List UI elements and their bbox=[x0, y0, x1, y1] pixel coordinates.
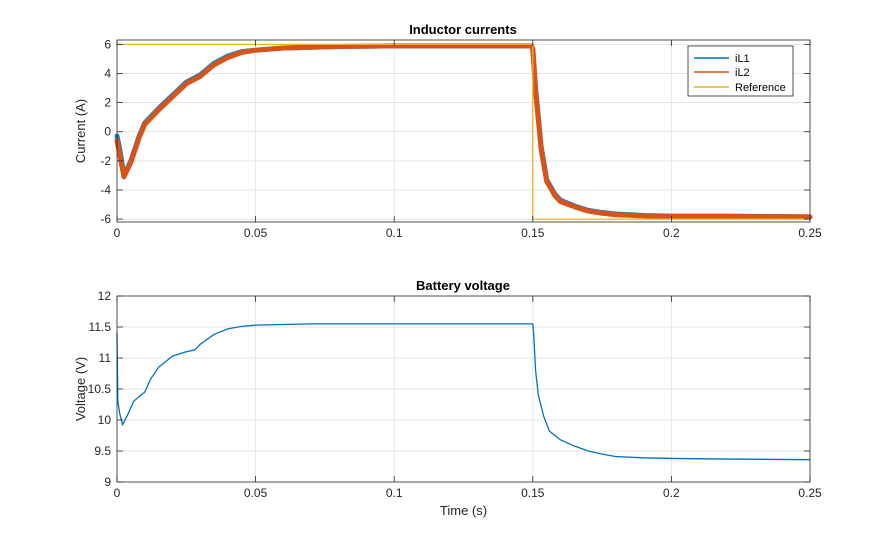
battery-voltage-xlabel: Time (s) bbox=[440, 503, 487, 518]
battery-voltage-ylabel: Voltage (V) bbox=[73, 357, 88, 421]
inductor-currents-ytick-label: 6 bbox=[104, 37, 111, 51]
inductor-currents-ytick-label: -2 bbox=[100, 154, 111, 168]
battery-voltage-xtick-label: 0.25 bbox=[798, 486, 822, 500]
battery-voltage-xtick-label: 0.05 bbox=[244, 486, 268, 500]
inductor-currents-frame bbox=[116, 39, 811, 223]
battery-voltage-ytick-label: 10.5 bbox=[88, 382, 112, 396]
inductor-currents-xtick-label: 0 bbox=[114, 226, 121, 240]
inductor-currents-ticks: 0 0.05 0.1 0.15 0.2 0.25 -6 -4 -2 0 2 4 6 bbox=[100, 37, 822, 240]
legend-label-reference: Reference bbox=[735, 82, 786, 94]
legend: iL1 iL2 Reference bbox=[687, 45, 794, 97]
inductor-currents-axes: Inductor currents 0 0.05 0.1 0.15 0.2 0.25 -6 -… bbox=[73, 22, 822, 240]
battery-voltage-xtick-label: 0 bbox=[114, 486, 121, 500]
inductor-currents-ytick-label: 4 bbox=[104, 66, 111, 80]
inductor-currents-xtick-label: 0.1 bbox=[386, 226, 403, 240]
battery-voltage-ytick-label: 9.5 bbox=[94, 444, 111, 458]
battery-voltage-ytick-label: 12 bbox=[98, 289, 112, 303]
battery-voltage-xtick-label: 0.15 bbox=[521, 486, 545, 500]
battery-voltage-xtick-label: 0.2 bbox=[663, 486, 680, 500]
battery-voltage-ytick-label: 9 bbox=[104, 475, 111, 489]
inductor-currents-xtick-label: 0.25 bbox=[798, 226, 822, 240]
battery-voltage-xtick-label: 0.1 bbox=[386, 486, 403, 500]
battery-voltage-axes: Battery voltage 0 0.05 0.1 0.15 0.2 0.25 9 9.5 1… bbox=[73, 278, 822, 518]
battery-voltage-ytick-label: 11.5 bbox=[89, 320, 112, 334]
battery-voltage-frame bbox=[116, 295, 811, 483]
inductor-currents-grid bbox=[117, 40, 810, 222]
battery-voltage-series bbox=[116, 323, 811, 461]
legend-label-il1: iL1 bbox=[735, 53, 750, 65]
inductor-currents-xtick-label: 0.2 bbox=[663, 226, 680, 240]
inductor-currents-ytick-label: 2 bbox=[104, 96, 111, 110]
inductor-currents-title: Inductor currents bbox=[409, 22, 517, 37]
inductor-currents-ytick-label: -6 bbox=[100, 212, 111, 226]
inductor-currents-line-il2 bbox=[114, 43, 813, 220]
inductor-currents-xtick-label: 0.05 bbox=[244, 226, 268, 240]
battery-voltage-ytick-label: 10 bbox=[98, 413, 112, 427]
battery-voltage-line-series-0 bbox=[116, 323, 811, 461]
inductor-currents-ytick-label: -4 bbox=[100, 183, 111, 197]
inductor-currents-ylabel: Current (A) bbox=[73, 99, 88, 163]
legend-label-il2: iL2 bbox=[735, 67, 750, 79]
battery-voltage-ticks: 0 0.05 0.1 0.15 0.2 0.25 9 9.5 10 10.5 11 11.5 12 bbox=[88, 289, 822, 500]
battery-voltage-grid bbox=[117, 296, 810, 482]
inductor-currents-xtick-label: 0.15 bbox=[521, 226, 545, 240]
battery-voltage-title: Battery voltage bbox=[416, 278, 510, 293]
inductor-currents-ytick-label: 0 bbox=[104, 125, 111, 139]
battery-voltage-ytick-label: 11 bbox=[99, 351, 112, 365]
